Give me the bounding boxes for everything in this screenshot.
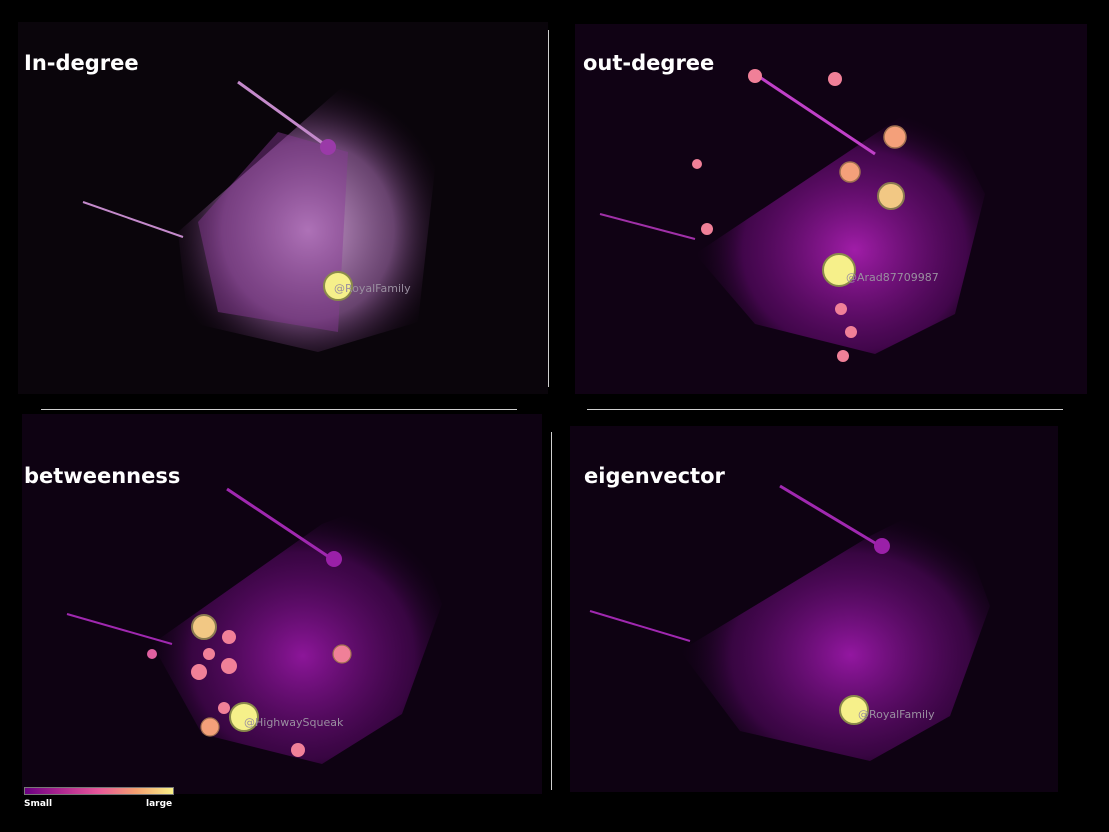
color-scale-legend [24,787,174,795]
network-graph-in-degree: @RoyalFamily [18,22,548,394]
panel-out-degree: @Arad87709987 [575,24,1087,394]
panel-title-out-degree: out-degree [583,51,715,75]
panel-title-in-degree: In-degree [24,51,139,75]
panel-title-betweenness: betweenness [24,464,181,488]
network-graph-betweenness: @HighwaySqueak [22,414,542,794]
highlight-node-out-degree [822,253,856,287]
divider-horizontal-left [41,409,517,410]
highlight-node-betweenness [229,702,259,732]
divider-vertical-bottom [551,432,552,790]
network-graph-eigenvector: @RoyalFamily [570,426,1058,792]
highlight-node-in-degree [323,271,353,301]
node-label-eigenvector: @RoyalFamily [858,708,935,721]
divider-horizontal-right [587,409,1063,410]
highlight-node-eigenvector [839,695,869,725]
panel-title-eigenvector: eigenvector [584,464,725,488]
legend-min-label: Small [24,799,53,809]
node-label-betweenness: @HighwaySqueak [244,716,344,729]
node-label-out-degree: @Arad87709987 [846,271,939,284]
panel-eigenvector: @RoyalFamily [570,426,1058,792]
divider-vertical-top [548,30,549,387]
panel-in-degree: @RoyalFamily [18,22,548,394]
node-label-in-degree: @RoyalFamily [334,282,411,295]
network-graph-out-degree: @Arad87709987 [575,24,1087,394]
panel-betweenness: @HighwaySqueak [22,414,542,794]
legend-max-label: large [146,799,173,809]
